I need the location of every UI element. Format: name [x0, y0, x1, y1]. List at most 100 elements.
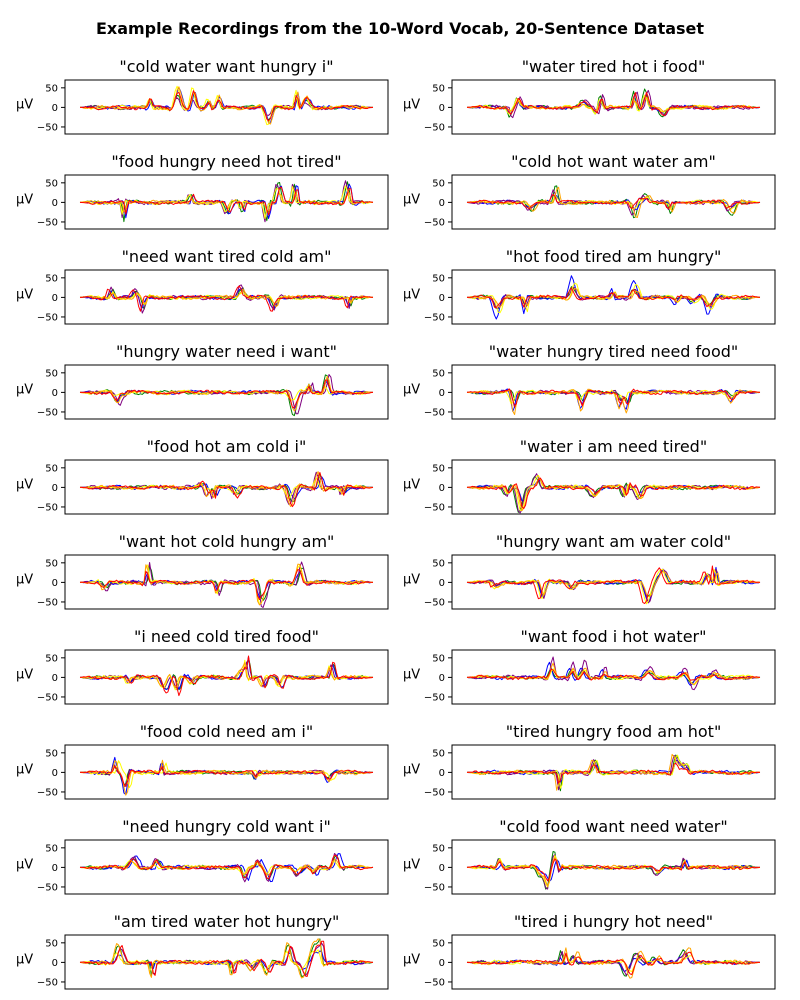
traces	[79, 756, 374, 796]
y-tick-label: 0	[52, 483, 58, 494]
series-line-green	[466, 851, 760, 890]
panel: "food cold need am i" µV 50 0 −50	[16, 722, 389, 800]
panel-title: "water tired hot i food"	[522, 57, 706, 76]
series-line-purple	[466, 473, 760, 514]
series-line-red	[467, 287, 761, 308]
plot-frame	[451, 79, 776, 135]
series-line-red	[466, 762, 761, 784]
traces	[79, 180, 374, 223]
series-line-orange	[467, 186, 761, 218]
y-tick-label: 50	[432, 938, 445, 949]
plot-frame	[451, 554, 776, 610]
plot-frame	[64, 79, 389, 135]
traces	[466, 88, 761, 119]
series-line-yellow	[467, 474, 761, 511]
series-line-purple	[466, 854, 761, 890]
plot-frame	[64, 459, 389, 515]
traces	[466, 388, 761, 415]
y-axis-label: µV	[403, 382, 420, 397]
y-tick-label: 50	[432, 83, 445, 94]
figure-title: Example Recordings from the 10-Word Voca…	[96, 19, 704, 38]
series-line-red	[466, 477, 761, 509]
plot-frame	[64, 269, 389, 325]
series-line-blue	[79, 87, 374, 123]
y-axis-label: µV	[16, 287, 33, 302]
series-line-yellow	[80, 564, 374, 605]
plot-frame	[64, 839, 389, 895]
y-tick-label: −50	[37, 977, 58, 988]
y-axis-label: µV	[403, 572, 420, 587]
panel: "i need cold tired food" µV 50 0 −50	[16, 627, 389, 705]
panel-grid: "cold water want hungry i"µV500−50"water…	[16, 57, 776, 990]
panel-title: "cold hot want water am"	[511, 152, 716, 171]
y-axis-label: µV	[16, 477, 33, 492]
panel-title: "hungry water need i want"	[116, 342, 337, 361]
plot-frame	[451, 744, 776, 800]
traces	[79, 938, 374, 979]
series-line-purple	[79, 764, 374, 788]
y-tick-label: 50	[45, 463, 58, 474]
series-line-red	[466, 668, 761, 681]
traces	[466, 851, 761, 890]
panel: "water i am need tired" µV 50 0 −50	[403, 437, 776, 515]
panel: "hot food tired am hungry" µV 50 0 −50	[403, 247, 776, 325]
series-line-green	[466, 475, 761, 513]
y-tick-label: 0	[439, 673, 445, 684]
y-tick-label: 50	[45, 558, 58, 569]
panel: "want food i hot water" µV 50 0 −50	[403, 627, 776, 705]
y-axis-label: µV	[403, 762, 420, 777]
y-axis-label: µV	[403, 667, 420, 682]
traces	[79, 284, 374, 314]
panel: "need hungry cold want i" µV 50 0 −50	[16, 817, 389, 895]
series-line-blue	[466, 566, 761, 603]
y-axis-label: µV	[16, 572, 33, 587]
y-tick-label: 50	[45, 938, 58, 949]
plot-frame	[451, 934, 776, 990]
series-line-purple	[79, 853, 374, 883]
series-line-yellow	[466, 854, 760, 888]
series-line-red	[79, 186, 374, 216]
y-axis-label: µV	[403, 287, 420, 302]
y-axis-label: µV	[403, 952, 420, 967]
y-axis-label: µV	[16, 952, 33, 967]
y-tick-label: −50	[37, 787, 58, 798]
y-tick-label: −50	[37, 502, 58, 513]
y-tick-label: −50	[424, 977, 445, 988]
panel-title: "tired i hungry hot need"	[514, 912, 713, 931]
y-tick-label: −50	[424, 312, 445, 323]
traces	[466, 565, 761, 605]
y-tick-label: 50	[45, 83, 58, 94]
y-tick-label: 50	[45, 653, 58, 664]
panel-title: "food cold need am i"	[140, 722, 313, 741]
y-tick-label: 0	[52, 293, 58, 304]
panel-title: "am tired water hot hungry"	[114, 912, 340, 931]
series-line-red	[80, 854, 374, 880]
series-line-orange	[80, 563, 374, 606]
y-tick-label: 50	[45, 843, 58, 854]
series-line-orange	[80, 288, 374, 308]
panel-title: "need hungry cold want i"	[122, 817, 331, 836]
series-line-green	[79, 657, 374, 691]
y-tick-label: 0	[52, 673, 58, 684]
y-tick-label: −50	[424, 217, 445, 228]
y-tick-label: −50	[424, 882, 445, 893]
series-line-orange	[79, 938, 374, 979]
series-line-red	[80, 90, 374, 122]
y-tick-label: 0	[52, 578, 58, 589]
y-tick-label: −50	[424, 122, 445, 133]
y-tick-label: 50	[432, 558, 445, 569]
y-tick-label: 50	[45, 748, 58, 759]
y-tick-label: −50	[424, 407, 445, 418]
panel-title: "hungry want am water cold"	[496, 532, 731, 551]
y-tick-label: 50	[45, 368, 58, 379]
y-tick-label: −50	[37, 312, 58, 323]
series-line-purple	[79, 561, 374, 608]
traces	[79, 471, 374, 508]
series-line-red	[79, 568, 374, 601]
panel: "am tired water hot hungry" µV 50 0 −50	[16, 912, 389, 990]
y-tick-label: −50	[37, 692, 58, 703]
y-tick-label: 0	[439, 388, 445, 399]
series-line-red	[466, 858, 760, 882]
series-line-red	[466, 193, 761, 210]
